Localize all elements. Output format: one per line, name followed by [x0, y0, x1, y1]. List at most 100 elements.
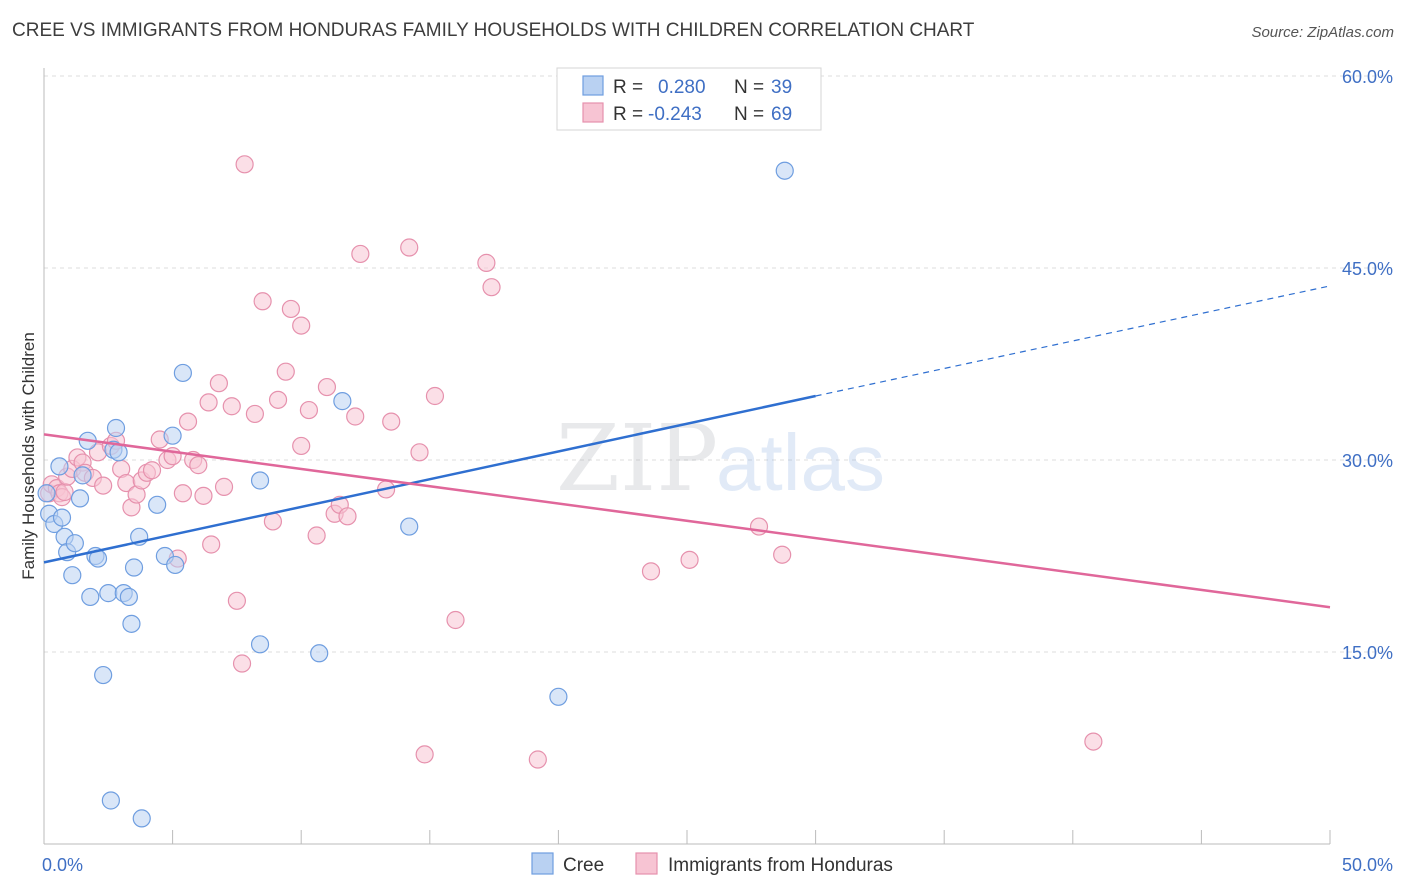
legend-swatch-honduras: [635, 852, 658, 875]
honduras-point: [276, 362, 295, 381]
cree-point: [52, 508, 72, 527]
cree-point: [250, 635, 270, 654]
honduras-point: [446, 610, 465, 630]
chart-title: CREE VS IMMIGRANTS FROM HONDURAS FAMILY …: [12, 20, 975, 41]
honduras-point: [528, 750, 547, 769]
honduras-point: [173, 484, 192, 503]
honduras-point: [292, 316, 311, 335]
source-label: Source: ZipAtlas.com: [1251, 24, 1394, 41]
honduras-point: [346, 407, 365, 426]
cree-point: [106, 418, 126, 438]
honduras-point: [773, 545, 792, 564]
honduras-point: [1084, 732, 1103, 751]
stats-r-label-cree: R =: [613, 77, 643, 98]
honduras-point: [194, 486, 213, 505]
stats-n-label-cree: N =: [734, 77, 764, 98]
stats-legend: R = 0.280 N = 39 R = -0.243 N = 69: [556, 67, 822, 131]
cree-point: [400, 517, 419, 536]
cree-point: [148, 495, 167, 514]
honduras-point: [317, 377, 337, 397]
honduras-point: [299, 400, 319, 420]
y-tick-labels: 15.0% 30.0% 45.0% 60.0%: [1342, 67, 1393, 663]
honduras-point: [400, 238, 419, 257]
stats-n-value-cree: 39: [771, 77, 792, 98]
watermark: ZIP atlas: [556, 405, 885, 512]
series-cree-points: [37, 161, 794, 828]
x-ticks: [43, 830, 1331, 844]
cree-point: [63, 566, 82, 585]
y-tick-label: 30.0%: [1342, 451, 1393, 471]
honduras-point: [415, 745, 434, 764]
honduras-point: [281, 299, 301, 319]
honduras-point: [680, 550, 699, 569]
honduras-point: [232, 654, 252, 673]
cree-point: [99, 584, 118, 603]
legend-label-cree: Cree: [563, 855, 604, 876]
cree-point: [50, 457, 69, 476]
honduras-point: [351, 244, 370, 264]
stats-swatch-cree: [582, 75, 604, 96]
x-tick-label-min: 0.0%: [42, 855, 83, 875]
honduras-point: [227, 591, 246, 610]
cree-point: [119, 587, 138, 607]
cree-point: [775, 161, 794, 180]
cree-point: [81, 587, 100, 607]
honduras-point: [202, 535, 221, 554]
stats-n-label-honduras: N =: [734, 104, 764, 125]
cree-point: [70, 489, 90, 508]
honduras-point: [199, 393, 218, 412]
cree-point: [333, 392, 352, 411]
cree-point: [310, 644, 329, 663]
cree-trend-extension: [815, 285, 1331, 397]
honduras-trend-line: [43, 433, 1331, 609]
y-tick-label: 15.0%: [1342, 643, 1393, 663]
honduras-point: [307, 526, 326, 545]
bottom-legend: Cree Immigrants from Honduras: [531, 852, 893, 876]
y-tick-label: 45.0%: [1342, 259, 1393, 279]
cree-point: [166, 555, 185, 575]
honduras-point: [214, 477, 234, 496]
cree-point: [94, 665, 113, 685]
honduras-point: [268, 390, 288, 409]
cree-point: [250, 471, 270, 490]
cree-trend-line: [43, 394, 816, 564]
cree-point: [122, 614, 141, 633]
y-tick-label: 60.0%: [1342, 67, 1393, 87]
honduras-point: [410, 443, 429, 462]
cree-point: [124, 558, 144, 577]
honduras-point: [253, 292, 272, 311]
honduras-point: [209, 374, 228, 393]
stats-r-label-honduras: R =: [613, 104, 643, 125]
honduras-point: [189, 456, 208, 475]
honduras-point: [178, 412, 198, 431]
watermark-atlas: atlas: [716, 418, 885, 507]
stats-n-value-honduras: 69: [771, 104, 792, 125]
legend-label-honduras: Immigrants from Honduras: [668, 855, 893, 876]
trend-lines: [43, 285, 1331, 609]
cree-point: [73, 466, 92, 485]
legend-swatch-cree: [531, 852, 554, 875]
honduras-point: [235, 155, 254, 174]
stats-r-value-honduras: -0.243: [648, 104, 702, 125]
honduras-point: [222, 397, 241, 416]
honduras-point: [382, 412, 401, 431]
x-tick-label-max: 50.0%: [1342, 855, 1393, 875]
honduras-point: [482, 278, 501, 297]
honduras-point: [292, 436, 311, 456]
cree-point: [101, 791, 120, 810]
stats-swatch-honduras: [582, 102, 604, 123]
cree-point: [163, 426, 182, 445]
cree-point: [37, 484, 56, 503]
cree-point: [132, 809, 151, 828]
honduras-point: [142, 461, 162, 480]
honduras-point: [94, 476, 113, 495]
honduras-point: [641, 562, 661, 581]
honduras-point: [245, 404, 265, 424]
cree-point: [173, 363, 192, 383]
honduras-point: [338, 507, 357, 526]
y-axis-title: Family Households with Children: [19, 332, 38, 580]
honduras-point: [425, 386, 445, 406]
stats-r-value-cree: 0.280: [658, 77, 706, 98]
cree-point: [65, 534, 84, 553]
